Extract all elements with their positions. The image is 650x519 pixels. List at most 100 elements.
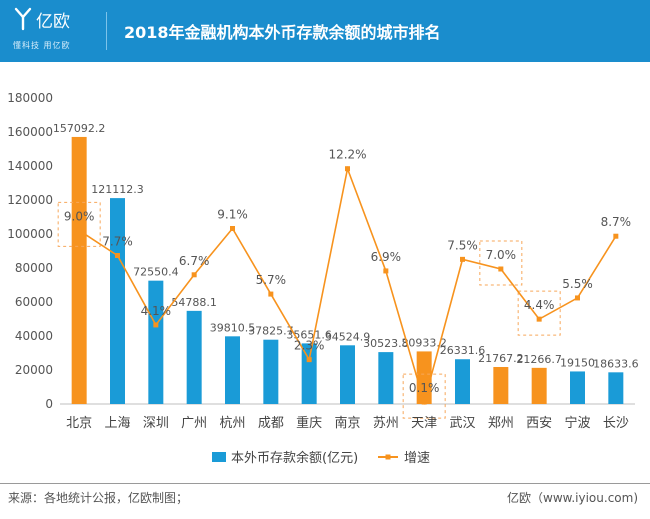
growth-point bbox=[345, 166, 350, 172]
x-tick-label: 长沙 bbox=[603, 416, 629, 431]
growth-point bbox=[383, 268, 389, 274]
bar-value-label: 37825.7 bbox=[248, 325, 294, 338]
bar bbox=[531, 367, 547, 404]
x-tick-label: 重庆 bbox=[296, 415, 322, 431]
highlight-box bbox=[402, 373, 446, 419]
x-tick-label: 西安 bbox=[526, 416, 552, 431]
legend: 本外币存款余额(亿元) 增速 bbox=[212, 450, 430, 466]
x-tick-label: 广州 bbox=[181, 416, 207, 431]
bar-value-label: 35651.6 bbox=[286, 328, 332, 341]
y-tick-label: 60000 bbox=[15, 295, 53, 309]
growth-label: 6.7% bbox=[179, 254, 210, 268]
highlight-box bbox=[517, 290, 561, 336]
header-bar: 亿欧 懂科技 用亿欧 2018年金融机构本外币存款余额的城市排名 bbox=[0, 0, 650, 62]
y-tick-label: 40000 bbox=[15, 329, 53, 343]
y-tick-label: 180000 bbox=[7, 91, 53, 105]
bar-value-label: 19150 bbox=[560, 356, 595, 369]
bar bbox=[455, 359, 470, 404]
growth-point bbox=[153, 322, 159, 328]
growth-point bbox=[306, 357, 312, 363]
logo-text: 亿欧 bbox=[36, 12, 70, 32]
growth-label: 7.5% bbox=[447, 238, 478, 252]
bar bbox=[378, 352, 394, 404]
legend-bar-label: 本外币存款余额(亿元) bbox=[231, 450, 358, 466]
bar-value-label: 18633.6 bbox=[593, 357, 639, 370]
bar-value-label: 30933.2 bbox=[401, 336, 447, 349]
growth-label: 0.1% bbox=[409, 381, 440, 395]
growth-point bbox=[498, 266, 504, 272]
growth-label: 2.3% bbox=[294, 339, 325, 353]
y-tick-label: 20000 bbox=[15, 363, 53, 377]
growth-label: 12.2% bbox=[328, 148, 366, 162]
growth-labels: 9.0% 7.7% 4.1% 6.7% 9.1% 5.7% 2.3% 12.2% 6.9% 0.1… bbox=[64, 148, 631, 395]
growth-point bbox=[575, 295, 580, 301]
y-axis-ticks: 0 20000 40000 60000 80000 100000 120000 140000 1… bbox=[7, 91, 53, 411]
growth-label: 4.4% bbox=[524, 298, 555, 312]
bar bbox=[110, 198, 125, 404]
legend-line-marker bbox=[385, 454, 391, 460]
x-tick-label: 深圳 bbox=[143, 416, 169, 431]
yiou-logo-icon bbox=[14, 7, 32, 31]
growth-label: 6.9% bbox=[371, 250, 402, 264]
growth-label: 4.1% bbox=[141, 304, 172, 318]
growth-point bbox=[230, 226, 235, 231]
growth-point bbox=[613, 233, 619, 239]
bar-value-label: 121112.3 bbox=[91, 183, 144, 196]
growth-label: 7.7% bbox=[102, 235, 133, 249]
x-tick-label: 南京 bbox=[334, 415, 360, 431]
growth-point bbox=[115, 253, 120, 258]
growth-label: 7.0% bbox=[486, 248, 517, 262]
bar-value-labels: 157092.2 121112.3 72550.4 54788.1 39810.5378… bbox=[53, 122, 639, 370]
bar-value-label: 157092.2 bbox=[53, 122, 106, 135]
header-divider bbox=[106, 12, 107, 50]
growth-label: 8.7% bbox=[601, 215, 632, 229]
y-tick-label: 120000 bbox=[7, 193, 53, 207]
growth-point bbox=[460, 256, 465, 262]
x-tick-label: 郑州 bbox=[488, 416, 514, 431]
bar bbox=[570, 371, 585, 404]
legend-line-label: 增速 bbox=[404, 451, 430, 466]
bar-value-label: 30523.8 bbox=[363, 337, 409, 350]
logo-slogan: 懂科技 用亿欧 bbox=[13, 41, 71, 50]
bar-value-label: 34524.9 bbox=[325, 330, 371, 343]
page-title: 2018年金融机构本外币存款余额的城市排名 bbox=[124, 23, 441, 42]
y-tick-label: 80000 bbox=[15, 261, 53, 275]
x-tick-label: 上海 bbox=[104, 416, 130, 431]
y-tick-label: 0 bbox=[45, 397, 53, 411]
growth-label: 5.5% bbox=[562, 277, 593, 291]
x-tick-label: 武汉 bbox=[449, 416, 475, 431]
bar bbox=[301, 343, 317, 404]
growth-point bbox=[421, 399, 427, 405]
x-axis-ticks: 北京 上海 深圳 广州 杭州 成都 重庆 南京 苏州 天津 武汉 郑州 西安 宁波 长沙 bbox=[66, 415, 629, 431]
bar-value-label: 21767.2 bbox=[478, 352, 524, 365]
bar bbox=[608, 372, 624, 404]
bar bbox=[186, 310, 202, 404]
growth-label: 5.7% bbox=[256, 273, 287, 287]
growth-point bbox=[268, 291, 274, 297]
y-tick-label: 100000 bbox=[7, 227, 53, 241]
footer-divider bbox=[0, 483, 650, 484]
bar bbox=[148, 280, 164, 404]
highlight-box bbox=[57, 201, 101, 247]
bar bbox=[263, 339, 279, 404]
y-tick-label: 140000 bbox=[7, 159, 53, 173]
x-tick-label: 杭州 bbox=[219, 416, 245, 431]
growth-point bbox=[536, 316, 542, 322]
growth-point bbox=[191, 272, 197, 278]
bar-value-label: 21266.7 bbox=[516, 353, 562, 366]
x-tick-label: 宁波 bbox=[564, 415, 590, 431]
growth-line bbox=[76, 165, 619, 406]
source-note: 来源：各地统计公报，亿欧制图； bbox=[8, 491, 189, 505]
y-tick-label: 160000 bbox=[7, 125, 53, 139]
x-tick-label: 北京 bbox=[66, 416, 92, 431]
growth-point bbox=[76, 227, 82, 233]
legend-bar-swatch bbox=[212, 452, 226, 462]
x-tick-label: 苏州 bbox=[373, 415, 399, 431]
bar-value-label: 72550.4 bbox=[133, 266, 179, 279]
chart-area: 0200004000060000800001000001200001400001… bbox=[7, 91, 639, 466]
bar-value-label: 54788.1 bbox=[171, 296, 217, 309]
brand-credit: 亿欧（www.iyiou.com) bbox=[507, 491, 638, 505]
bar bbox=[340, 345, 355, 404]
bar-value-label: 39810.5 bbox=[210, 321, 256, 334]
bar-value-label: 26331.6 bbox=[440, 344, 486, 357]
